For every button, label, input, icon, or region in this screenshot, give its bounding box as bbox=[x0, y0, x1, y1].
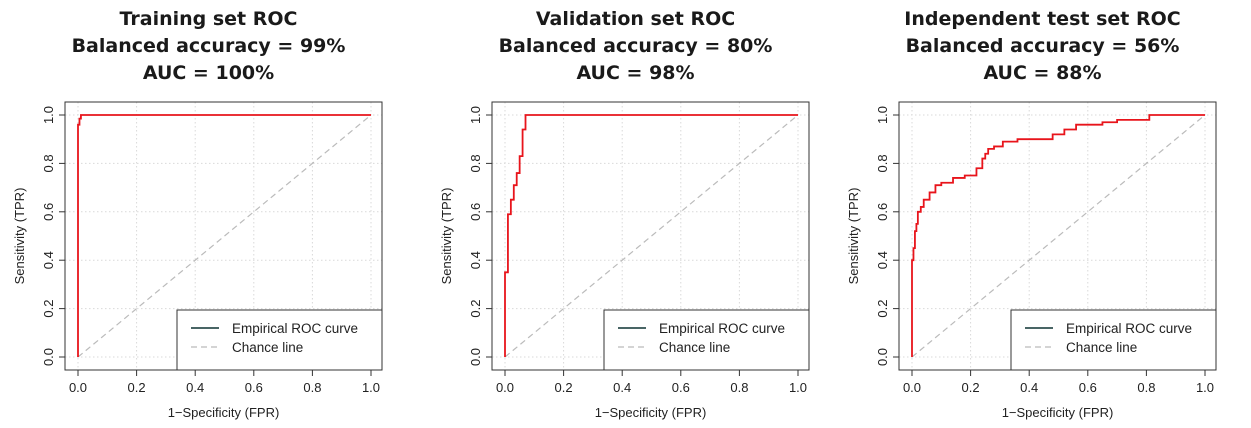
y-tick-label: 0.0 bbox=[875, 348, 890, 366]
x-tick-label: 0.6 bbox=[245, 380, 263, 395]
x-tick-label: 0.0 bbox=[903, 380, 921, 395]
legend-label: Chance line bbox=[232, 340, 303, 355]
legend-label: Chance line bbox=[1066, 340, 1137, 355]
roc-curve bbox=[911, 114, 1205, 357]
x-tick-label: 0.0 bbox=[496, 380, 514, 395]
y-axis-title: Sensitivity (TPR) bbox=[846, 188, 861, 285]
chance-line bbox=[504, 114, 799, 358]
y-tick-label: 0.0 bbox=[468, 348, 483, 366]
legend-label: Empirical ROC curve bbox=[1066, 321, 1192, 336]
legend-label: Chance line bbox=[659, 340, 730, 355]
title-line: AUC = 88% bbox=[983, 62, 1102, 84]
x-tick-label: 0.6 bbox=[672, 380, 690, 395]
roc-panel-training: Training set ROC Balanced accuracy = 99%… bbox=[0, 0, 417, 428]
title-line: Balanced accuracy = 80% bbox=[498, 35, 773, 57]
y-tick-label: 0.2 bbox=[41, 300, 56, 318]
roc-panel-independent-test: Independent test set ROC Balanced accura… bbox=[834, 0, 1251, 428]
x-axis-title: 1−Specificity (FPR) bbox=[168, 405, 280, 420]
chance-line bbox=[911, 114, 1206, 358]
x-tick-label: 0.0 bbox=[69, 380, 87, 395]
y-tick-label: 0.8 bbox=[41, 154, 56, 172]
y-tick-label: 0.8 bbox=[468, 154, 483, 172]
y-tick-label: 0.4 bbox=[875, 251, 890, 269]
y-axis-title: Sensitivity (TPR) bbox=[12, 188, 27, 285]
legend-box bbox=[603, 309, 810, 371]
x-axis-title: 1−Specificity (FPR) bbox=[1002, 405, 1114, 420]
title-line: AUC = 100% bbox=[142, 62, 275, 84]
roc-curve bbox=[77, 114, 371, 357]
y-tick-label: 1.0 bbox=[875, 106, 890, 124]
roc-chart: 0.0 0.2 0.4 0.6 0.8 1.0 0.0 0.2 0.4 0.6 0.8 1.0 1−Sp… bbox=[846, 101, 1217, 420]
roc-chart: 0.0 0.2 0.4 0.6 0.8 1.0 0.0 0.2 0.4 0.6 0.8 1.0 1−Sp… bbox=[439, 101, 810, 420]
chance-line bbox=[77, 114, 372, 358]
chart-title: Validation set ROC Balanced accuracy = 8… bbox=[427, 6, 844, 87]
x-tick-label: 0.4 bbox=[1020, 380, 1038, 395]
legend-box bbox=[1010, 309, 1217, 371]
title-line: AUC = 98% bbox=[576, 62, 695, 84]
title-line: Balanced accuracy = 99% bbox=[71, 35, 346, 57]
y-tick-label: 0.2 bbox=[875, 300, 890, 318]
x-tick-label: 0.2 bbox=[555, 380, 573, 395]
roc-panel-validation: Validation set ROC Balanced accuracy = 8… bbox=[427, 0, 844, 428]
legend-label: Empirical ROC curve bbox=[659, 321, 785, 336]
x-tick-label: 0.6 bbox=[1079, 380, 1097, 395]
y-tick-label: 1.0 bbox=[468, 106, 483, 124]
y-tick-label: 0.0 bbox=[41, 348, 56, 366]
y-tick-label: 1.0 bbox=[41, 106, 56, 124]
x-tick-label: 0.2 bbox=[128, 380, 146, 395]
x-tick-label: 1.0 bbox=[362, 380, 380, 395]
roc-chart: 0.0 0.2 0.4 0.6 0.8 1.0 0.0 0.2 0.4 0.6 0.8 1.0 1−Sp… bbox=[12, 101, 383, 420]
x-tick-label: 0.8 bbox=[730, 380, 748, 395]
legend-box bbox=[176, 309, 383, 371]
y-tick-label: 0.6 bbox=[41, 203, 56, 221]
x-axis-title: 1−Specificity (FPR) bbox=[595, 405, 707, 420]
title-line: Independent test set ROC bbox=[904, 8, 1181, 30]
x-tick-label: 1.0 bbox=[1196, 380, 1214, 395]
y-axis-title: Sensitivity (TPR) bbox=[439, 188, 454, 285]
chart-title: Independent test set ROC Balanced accura… bbox=[834, 6, 1251, 87]
y-tick-label: 0.8 bbox=[875, 154, 890, 172]
x-tick-label: 0.4 bbox=[186, 380, 204, 395]
roc-curve bbox=[504, 114, 798, 357]
y-tick-label: 0.2 bbox=[468, 300, 483, 318]
x-tick-label: 0.8 bbox=[1137, 380, 1155, 395]
title-line: Validation set ROC bbox=[535, 8, 736, 30]
x-tick-label: 0.4 bbox=[613, 380, 631, 395]
chart-title: Training set ROC Balanced accuracy = 99%… bbox=[0, 6, 417, 87]
y-tick-label: 0.4 bbox=[468, 251, 483, 269]
title-line: Training set ROC bbox=[119, 8, 298, 30]
x-tick-label: 0.8 bbox=[303, 380, 321, 395]
y-tick-label: 0.4 bbox=[41, 251, 56, 269]
y-tick-label: 0.6 bbox=[468, 203, 483, 221]
x-tick-label: 1.0 bbox=[789, 380, 807, 395]
legend-label: Empirical ROC curve bbox=[232, 321, 358, 336]
title-line: Balanced accuracy = 56% bbox=[905, 35, 1180, 57]
x-tick-label: 0.2 bbox=[962, 380, 980, 395]
y-tick-label: 0.6 bbox=[875, 203, 890, 221]
